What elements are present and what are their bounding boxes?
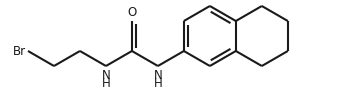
Text: Br: Br bbox=[13, 44, 26, 57]
Text: N: N bbox=[154, 69, 162, 82]
Text: O: O bbox=[127, 6, 136, 19]
Text: H: H bbox=[154, 77, 162, 90]
Text: N: N bbox=[102, 69, 110, 82]
Text: H: H bbox=[102, 77, 110, 90]
